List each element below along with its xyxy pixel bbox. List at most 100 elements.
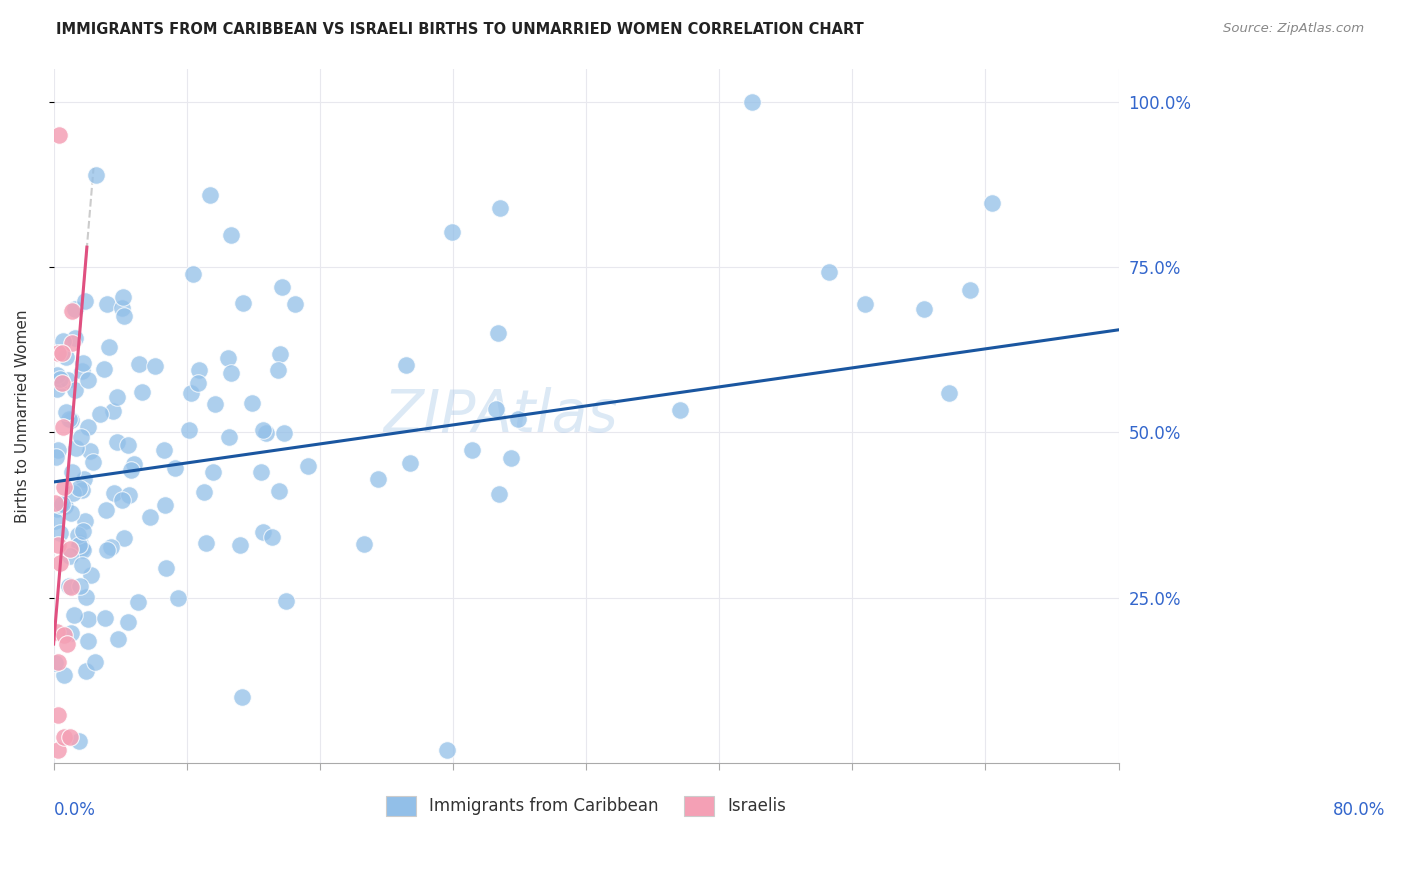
Point [252,525,274,540]
Point [72,524,94,539]
Point [959,283,981,297]
Point [67,538,90,552]
Point [75,590,97,604]
Point [84,655,107,669]
Point [143,359,166,373]
Point [44,496,66,510]
Point [45,625,67,640]
Point [59,626,82,640]
Point [46,346,69,360]
Point [284,297,307,311]
Point [489,201,512,215]
Point [49,556,72,570]
Point [111,301,134,315]
Y-axis label: Births to Unmarried Women: Births to Unmarried Women [15,309,30,523]
Point [218,430,240,444]
Text: 80.0%: 80.0% [1333,801,1385,820]
Point [67,481,90,495]
Point [55,351,77,365]
Point [59,549,82,564]
Point [128,357,150,371]
Point [62,486,84,500]
Point [49,498,72,512]
Point [180,386,202,401]
Point [53,730,76,744]
Point [70,364,93,378]
Text: 0.0%: 0.0% [53,801,96,820]
Point [395,358,418,372]
Point [60,465,83,479]
Point [105,390,128,404]
Point [155,498,177,512]
Point [52,334,75,348]
Point [367,472,389,486]
Point [187,376,209,390]
Point [252,423,274,437]
Point [59,506,82,520]
Point [69,578,91,592]
Point [46,538,69,552]
Point [44,515,66,529]
Point [46,655,69,669]
Point [45,450,67,464]
Point [53,499,76,513]
Point [112,289,135,303]
Point [193,485,215,500]
Point [250,466,273,480]
Point [131,384,153,399]
Point [67,527,90,541]
Point [269,484,291,499]
Point [219,366,242,380]
Point [94,611,117,625]
Point [217,351,239,366]
Point [46,743,69,757]
Point [155,561,177,575]
Point [56,373,79,387]
Point [55,405,77,419]
Text: Source: ZipAtlas.com: Source: ZipAtlas.com [1223,22,1364,36]
Point [51,376,73,390]
Point [93,362,115,376]
Point [461,442,484,457]
Point [122,457,145,471]
Point [77,373,100,387]
Point [98,340,121,354]
Point [153,443,176,458]
Point [853,296,876,310]
Point [58,730,80,744]
Point [485,402,508,417]
Text: ZIPAtlas: ZIPAtlas [384,387,619,444]
Point [77,611,100,625]
Point [274,594,297,608]
Point [96,297,118,311]
Text: IMMIGRANTS FROM CARIBBEAN VS ISRAELI BIRTHS TO UNMARRIED WOMEN CORRELATION CHART: IMMIGRANTS FROM CARIBBEAN VS ISRAELI BIR… [56,22,865,37]
Point [938,386,960,401]
Point [73,293,96,308]
Point [52,480,75,494]
Point [89,407,111,421]
Point [240,396,263,410]
Point [60,580,83,594]
Point [79,567,101,582]
Point [271,280,294,294]
Point [72,558,94,573]
Point [60,413,83,427]
Point [201,466,224,480]
Point [58,411,80,425]
Point [177,423,200,437]
Point [72,542,94,557]
Point [187,362,209,376]
Point [669,403,692,417]
Point [204,397,226,411]
Point [77,633,100,648]
Point [741,95,763,109]
Point [229,538,252,552]
Point [53,668,76,682]
Point [60,303,83,318]
Point [912,301,935,316]
Point [103,485,125,500]
Point [86,168,108,182]
Point [94,503,117,517]
Point [46,501,69,516]
Point [117,438,139,452]
